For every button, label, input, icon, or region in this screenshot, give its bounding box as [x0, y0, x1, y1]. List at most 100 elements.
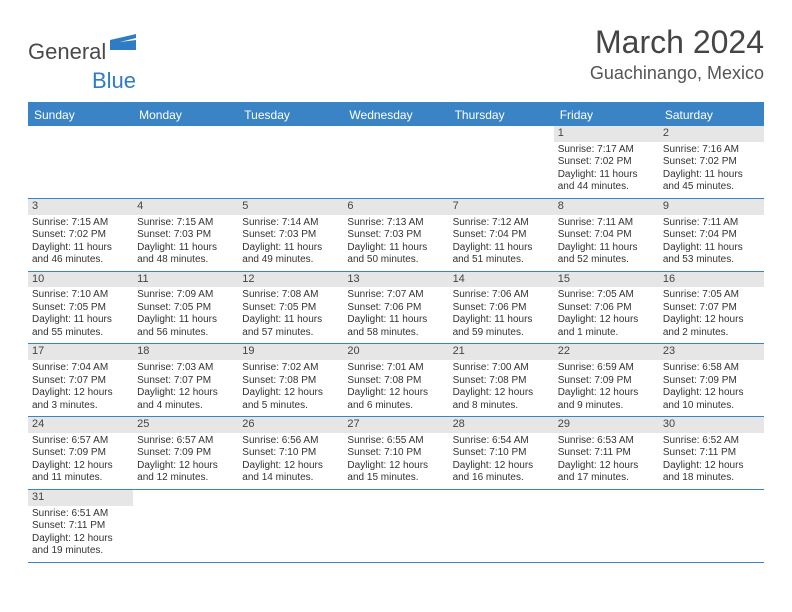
daylight-text: Daylight: 12 hours and 11 minutes. [32, 460, 129, 485]
logo-text-blue: Blue [92, 68, 136, 93]
day-cell-7: 7Sunrise: 7:12 AMSunset: 7:04 PMDaylight… [449, 199, 554, 272]
day-header-sunday: Sunday [28, 104, 133, 126]
sunset-text: Sunset: 7:11 PM [32, 520, 129, 533]
sunset-text: Sunset: 7:03 PM [347, 229, 444, 242]
day-cell-3: 3Sunrise: 7:15 AMSunset: 7:02 PMDaylight… [28, 199, 133, 272]
sunrise-text: Sunrise: 7:04 AM [32, 362, 129, 375]
day-cell-21: 21Sunrise: 7:00 AMSunset: 7:08 PMDayligh… [449, 344, 554, 417]
day-header-wednesday: Wednesday [343, 104, 448, 126]
sunset-text: Sunset: 7:07 PM [32, 375, 129, 388]
sunset-text: Sunset: 7:08 PM [347, 375, 444, 388]
daylight-text: Daylight: 11 hours and 51 minutes. [453, 242, 550, 267]
day-cell-11: 11Sunrise: 7:09 AMSunset: 7:05 PMDayligh… [133, 272, 238, 345]
day-cell-20: 20Sunrise: 7:01 AMSunset: 7:08 PMDayligh… [343, 344, 448, 417]
empty-cell [449, 126, 554, 199]
day-number: 5 [238, 199, 343, 215]
day-number: 6 [343, 199, 448, 215]
daylight-text: Daylight: 11 hours and 48 minutes. [137, 242, 234, 267]
day-cell-8: 8Sunrise: 7:11 AMSunset: 7:04 PMDaylight… [554, 199, 659, 272]
day-number: 11 [133, 272, 238, 288]
day-cell-27: 27Sunrise: 6:55 AMSunset: 7:10 PMDayligh… [343, 417, 448, 490]
day-number: 19 [238, 344, 343, 360]
calendar-grid: SundayMondayTuesdayWednesdayThursdayFrid… [28, 102, 764, 563]
day-cell-24: 24Sunrise: 6:57 AMSunset: 7:09 PMDayligh… [28, 417, 133, 490]
sunrise-text: Sunrise: 7:06 AM [453, 289, 550, 302]
sunset-text: Sunset: 7:09 PM [32, 447, 129, 460]
empty-cell [28, 126, 133, 199]
day-number: 13 [343, 272, 448, 288]
day-cell-9: 9Sunrise: 7:11 AMSunset: 7:04 PMDaylight… [659, 199, 764, 272]
sunrise-text: Sunrise: 6:53 AM [558, 435, 655, 448]
sunrise-text: Sunrise: 6:51 AM [32, 508, 129, 521]
sunrise-text: Sunrise: 6:56 AM [242, 435, 339, 448]
day-cell-10: 10Sunrise: 7:10 AMSunset: 7:05 PMDayligh… [28, 272, 133, 345]
day-number: 3 [28, 199, 133, 215]
day-cell-12: 12Sunrise: 7:08 AMSunset: 7:05 PMDayligh… [238, 272, 343, 345]
empty-cell [343, 126, 448, 199]
empty-cell [343, 490, 448, 563]
empty-cell [659, 490, 764, 563]
sunrise-text: Sunrise: 6:52 AM [663, 435, 760, 448]
title-block: March 2024 Guachinango, Mexico [590, 24, 764, 84]
sunrise-text: Sunrise: 7:10 AM [32, 289, 129, 302]
daylight-text: Daylight: 12 hours and 8 minutes. [453, 387, 550, 412]
sunrise-text: Sunrise: 7:17 AM [558, 144, 655, 157]
day-number: 25 [133, 417, 238, 433]
sunrise-text: Sunrise: 7:16 AM [663, 144, 760, 157]
daylight-text: Daylight: 11 hours and 44 minutes. [558, 169, 655, 194]
sunset-text: Sunset: 7:07 PM [137, 375, 234, 388]
day-cell-28: 28Sunrise: 6:54 AMSunset: 7:10 PMDayligh… [449, 417, 554, 490]
empty-cell [238, 490, 343, 563]
daylight-text: Daylight: 12 hours and 16 minutes. [453, 460, 550, 485]
day-number: 17 [28, 344, 133, 360]
day-cell-19: 19Sunrise: 7:02 AMSunset: 7:08 PMDayligh… [238, 344, 343, 417]
daylight-text: Daylight: 11 hours and 46 minutes. [32, 242, 129, 267]
daylight-text: Daylight: 12 hours and 6 minutes. [347, 387, 444, 412]
sunset-text: Sunset: 7:05 PM [242, 302, 339, 315]
sunset-text: Sunset: 7:08 PM [453, 375, 550, 388]
day-number: 14 [449, 272, 554, 288]
day-number: 9 [659, 199, 764, 215]
daylight-text: Daylight: 11 hours and 59 minutes. [453, 314, 550, 339]
day-cell-23: 23Sunrise: 6:58 AMSunset: 7:09 PMDayligh… [659, 344, 764, 417]
day-number: 30 [659, 417, 764, 433]
sunset-text: Sunset: 7:09 PM [137, 447, 234, 460]
sunrise-text: Sunrise: 7:07 AM [347, 289, 444, 302]
sunrise-text: Sunrise: 7:11 AM [663, 217, 760, 230]
sunset-text: Sunset: 7:09 PM [558, 375, 655, 388]
day-number: 12 [238, 272, 343, 288]
sunset-text: Sunset: 7:03 PM [137, 229, 234, 242]
empty-cell [133, 490, 238, 563]
day-header-tuesday: Tuesday [238, 104, 343, 126]
sunset-text: Sunset: 7:04 PM [663, 229, 760, 242]
day-cell-6: 6Sunrise: 7:13 AMSunset: 7:03 PMDaylight… [343, 199, 448, 272]
daylight-text: Daylight: 12 hours and 19 minutes. [32, 533, 129, 558]
day-number: 31 [28, 490, 133, 506]
daylight-text: Daylight: 11 hours and 57 minutes. [242, 314, 339, 339]
day-cell-4: 4 Sunrise: 7:15 AMSunset: 7:03 PMDaylight… [133, 199, 238, 272]
day-header-thursday: Thursday [449, 104, 554, 126]
sunset-text: Sunset: 7:04 PM [453, 229, 550, 242]
sunrise-text: Sunrise: 6:54 AM [453, 435, 550, 448]
day-cell-16: 16Sunrise: 7:05 AMSunset: 7:07 PMDayligh… [659, 272, 764, 345]
day-cell-30: 30Sunrise: 6:52 AMSunset: 7:11 PMDayligh… [659, 417, 764, 490]
day-number: 4 [133, 199, 238, 215]
daylight-text: Daylight: 12 hours and 18 minutes. [663, 460, 760, 485]
logo-text-general: General [28, 39, 106, 65]
daylight-text: Daylight: 12 hours and 10 minutes. [663, 387, 760, 412]
sunrise-text: Sunrise: 7:11 AM [558, 217, 655, 230]
daylight-text: Daylight: 12 hours and 4 minutes. [137, 387, 234, 412]
day-number: 21 [449, 344, 554, 360]
sunset-text: Sunset: 7:04 PM [558, 229, 655, 242]
daylight-text: Daylight: 12 hours and 2 minutes. [663, 314, 760, 339]
sunrise-text: Sunrise: 7:15 AM [137, 217, 234, 230]
empty-cell [449, 490, 554, 563]
sunset-text: Sunset: 7:08 PM [242, 375, 339, 388]
logo-flag-icon [110, 34, 140, 55]
day-number: 10 [28, 272, 133, 288]
logo: General [28, 34, 140, 69]
day-number: 15 [554, 272, 659, 288]
day-cell-26: 26Sunrise: 6:56 AMSunset: 7:10 PMDayligh… [238, 417, 343, 490]
day-cell-31: 31 Sunrise: 6:51 AMSunset: 7:11 PMDayligh… [28, 490, 133, 563]
day-cell-29: 29Sunrise: 6:53 AMSunset: 7:11 PMDayligh… [554, 417, 659, 490]
